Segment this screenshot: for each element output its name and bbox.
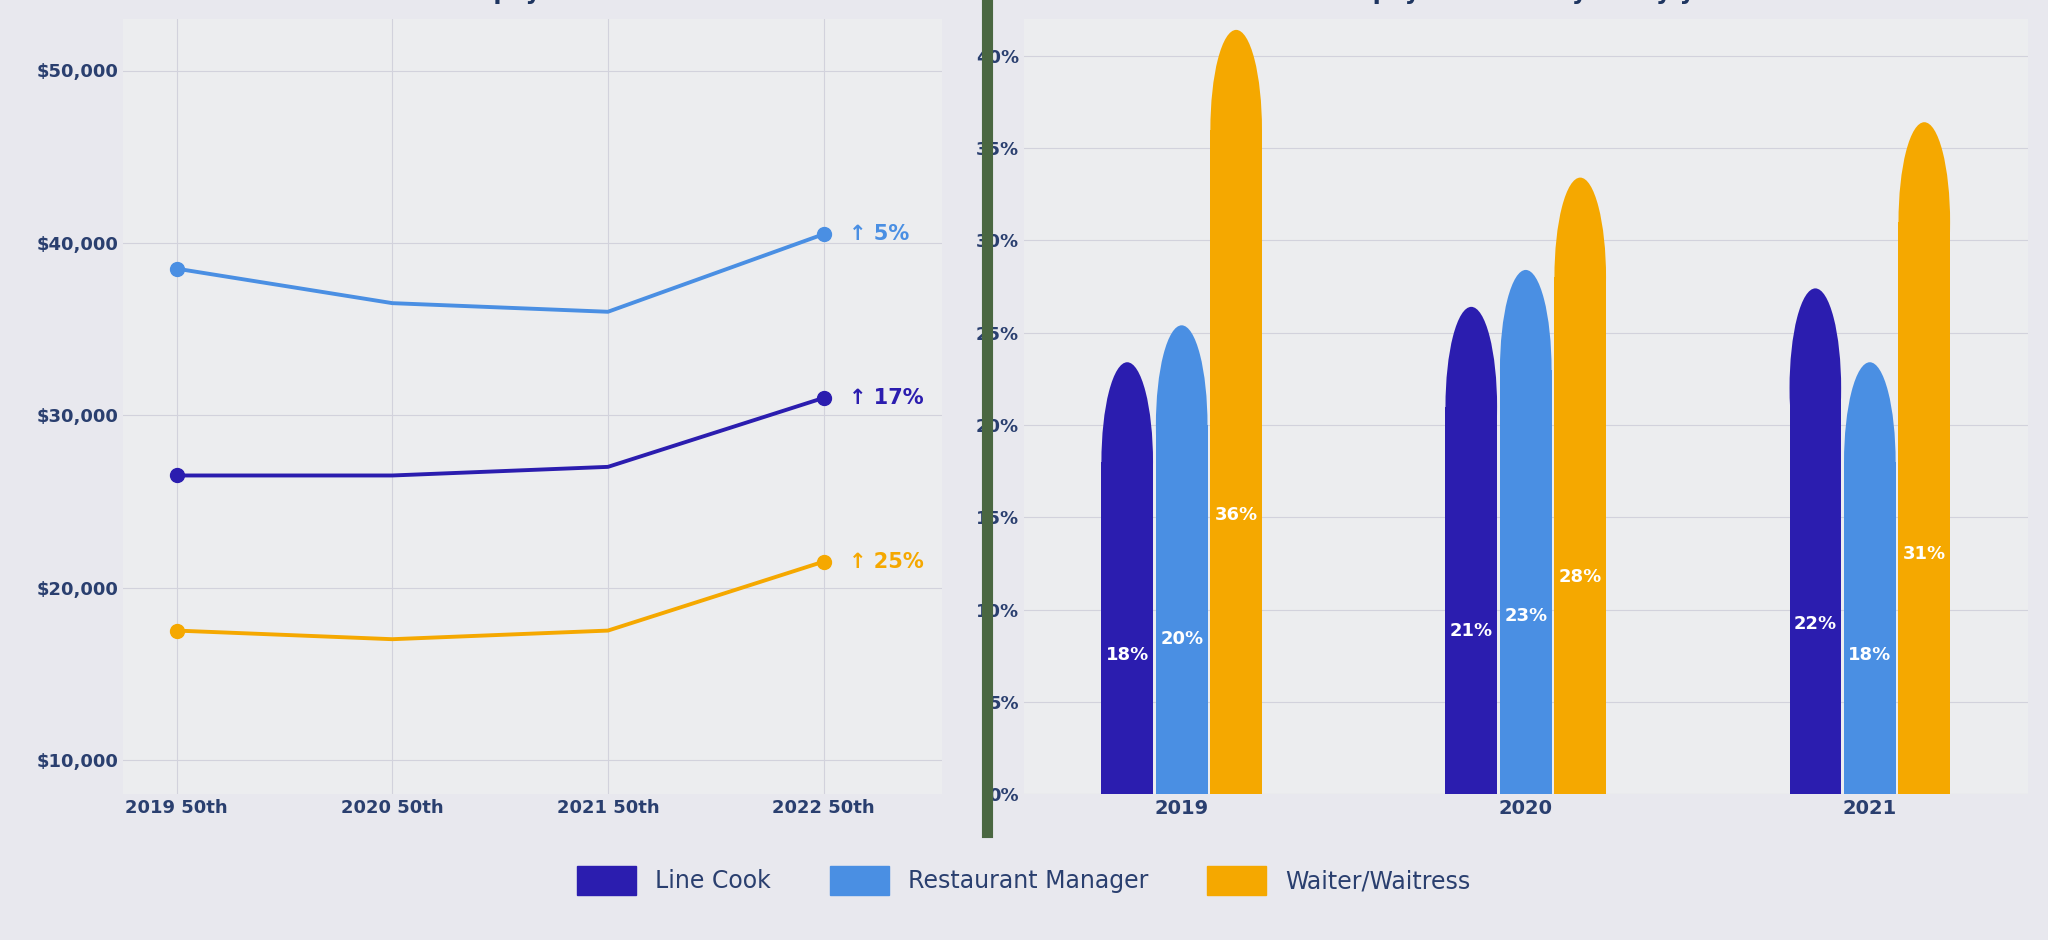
Bar <box>1790 388 1841 794</box>
Bar <box>1499 369 1552 794</box>
Title: Fair pay sentiment year by year: Fair pay sentiment year by year <box>1313 0 1739 5</box>
Bar <box>1898 222 1950 794</box>
Text: 31%: 31% <box>1903 545 1946 563</box>
Bar <box>1554 277 1606 794</box>
Bar <box>1446 407 1497 794</box>
Legend: Line Cook, Restaurant Manager, Waiter/Waitress: Line Cook, Restaurant Manager, Waiter/Wa… <box>578 866 1470 895</box>
Text: 18%: 18% <box>1847 646 1892 664</box>
Bar <box>1210 130 1262 794</box>
Title: Median pay over time: Median pay over time <box>389 0 676 5</box>
Ellipse shape <box>1102 362 1153 562</box>
Ellipse shape <box>1446 306 1497 507</box>
Text: 21%: 21% <box>1450 622 1493 640</box>
Ellipse shape <box>1155 325 1208 525</box>
Text: 23%: 23% <box>1503 607 1548 625</box>
Text: ↑ 17%: ↑ 17% <box>850 388 924 408</box>
Ellipse shape <box>1898 122 1950 321</box>
Ellipse shape <box>1790 289 1841 488</box>
Text: 28%: 28% <box>1559 568 1602 587</box>
Text: ↑ 25%: ↑ 25% <box>850 552 924 572</box>
Text: ↑ 5%: ↑ 5% <box>850 225 909 244</box>
Text: 20%: 20% <box>1159 630 1204 649</box>
Text: 22%: 22% <box>1794 615 1837 633</box>
Text: 36%: 36% <box>1214 506 1257 525</box>
Bar <box>1843 462 1896 794</box>
Ellipse shape <box>1843 362 1896 562</box>
Bar <box>1102 462 1153 794</box>
Ellipse shape <box>1554 178 1606 377</box>
Bar <box>1155 425 1208 794</box>
Text: 18%: 18% <box>1106 646 1149 664</box>
Ellipse shape <box>1499 270 1552 469</box>
Ellipse shape <box>1210 30 1262 229</box>
